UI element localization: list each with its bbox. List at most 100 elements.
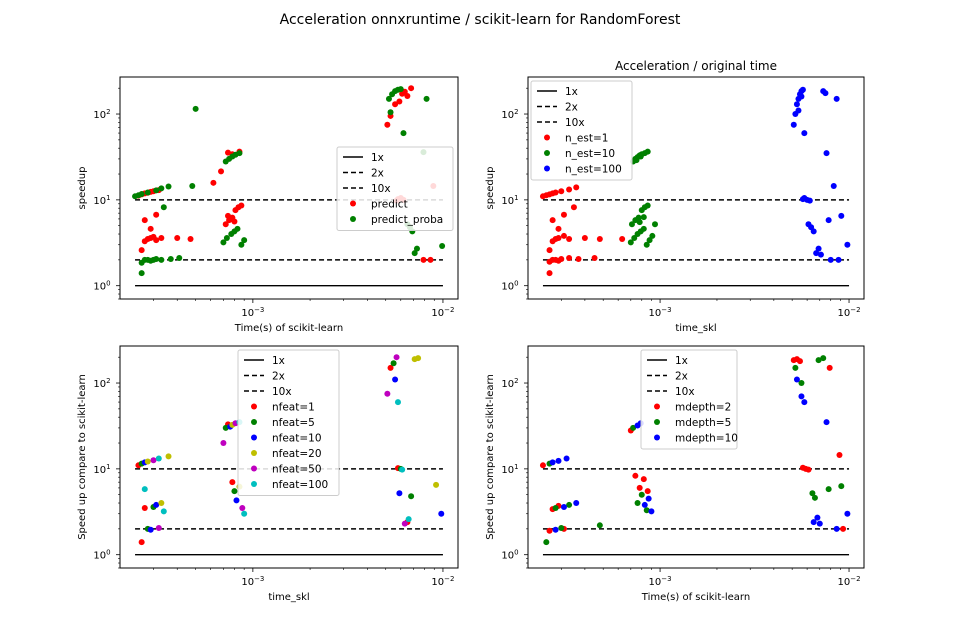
x-tick-label: 10−2	[431, 575, 454, 588]
data-point	[805, 466, 812, 473]
data-point	[619, 236, 626, 243]
data-point	[835, 256, 842, 263]
data-point	[809, 490, 816, 497]
data-point	[405, 516, 412, 523]
x-tick-label: 10−2	[838, 575, 861, 588]
data-point	[643, 507, 650, 514]
legend-label: 10x	[675, 386, 695, 398]
data-point	[423, 95, 430, 102]
data-point	[387, 364, 394, 371]
data-point	[390, 360, 397, 367]
data-point	[155, 524, 162, 531]
data-point	[560, 232, 567, 239]
data-point	[815, 357, 822, 364]
data-point	[222, 221, 229, 228]
data-point	[558, 188, 565, 195]
data-point	[158, 234, 165, 241]
legend-label: nfeat=20	[272, 448, 322, 460]
legend-label: nfeat=1	[272, 402, 315, 414]
data-point	[408, 85, 415, 92]
data-point	[596, 236, 603, 243]
data-point	[138, 191, 145, 198]
data-point	[838, 483, 845, 490]
legend-dot-marker	[544, 150, 550, 156]
legend-dot-marker	[251, 465, 257, 472]
data-point	[187, 236, 194, 243]
data-point	[404, 93, 411, 100]
legend-label: predict_proba	[371, 214, 443, 226]
data-point	[558, 524, 565, 531]
data-point	[401, 520, 408, 527]
data-point	[543, 539, 550, 546]
legend-frame	[336, 146, 454, 231]
data-point	[649, 232, 656, 239]
data-point	[628, 221, 635, 228]
x-axis-label: Time(s) of scikit-learn	[641, 592, 750, 603]
data-point	[236, 150, 243, 157]
legend-label: 2x	[371, 168, 384, 180]
data-point	[144, 458, 151, 465]
series-n_est=1	[539, 184, 626, 277]
data-point	[833, 525, 840, 532]
data-point	[433, 481, 440, 488]
data-point	[651, 221, 658, 228]
data-point	[840, 525, 847, 532]
data-point	[174, 234, 181, 241]
data-point	[438, 510, 445, 517]
legend-label: 10x	[272, 386, 292, 398]
x-axis-label: time_skl	[675, 323, 716, 334]
data-point	[637, 153, 644, 160]
data-point	[638, 491, 645, 498]
data-point	[566, 501, 573, 508]
y-axis-label: Speed up compare to scikit-learn	[485, 374, 496, 540]
y-tick-label: 101	[501, 194, 518, 207]
data-point	[823, 419, 830, 426]
legend-label: mdepth=2	[675, 402, 731, 414]
data-point	[591, 255, 598, 262]
data-point	[138, 247, 145, 254]
data-point	[816, 520, 823, 527]
legend-label: n_est=100	[565, 164, 622, 176]
legend: 1x 2x 10x n_est=1 n_est=10 n_est=100	[530, 80, 633, 181]
subplot-3: 10−3 10−2 100 101 102 time_skl Speed up compar…	[77, 345, 459, 603]
data-point	[233, 497, 240, 504]
legend-dot-marker	[654, 434, 660, 441]
data-point	[393, 354, 400, 361]
y-tick-label: 101	[93, 463, 110, 476]
data-point	[560, 211, 567, 218]
data-point	[596, 522, 603, 529]
data-point	[645, 495, 652, 502]
y-tick-label: 100	[93, 549, 110, 562]
data-point	[539, 462, 546, 469]
data-point	[153, 501, 160, 508]
data-point	[408, 493, 415, 500]
data-point	[546, 247, 553, 254]
legend-label: n_est=10	[565, 148, 615, 160]
data-point	[165, 183, 172, 190]
y-tick-label: 101	[93, 194, 110, 207]
data-point	[158, 256, 165, 263]
data-point	[636, 219, 643, 226]
data-point	[225, 212, 232, 219]
y-tick-label: 100	[501, 280, 518, 293]
data-point	[560, 503, 567, 510]
legend-label: nfeat=50	[272, 464, 322, 476]
data-point	[552, 505, 559, 512]
data-point	[387, 109, 394, 116]
data-point	[640, 214, 647, 221]
data-point	[558, 255, 565, 262]
x-tick-label: 10−3	[241, 306, 264, 319]
data-point	[239, 505, 246, 512]
data-point	[399, 466, 406, 473]
data-point	[641, 501, 648, 508]
data-point	[396, 98, 403, 105]
data-point	[634, 500, 641, 507]
data-point	[814, 514, 821, 521]
data-point	[158, 500, 165, 507]
data-point	[397, 86, 404, 93]
data-point	[798, 380, 805, 387]
legend-dot-marker	[251, 450, 257, 456]
data-point	[810, 228, 817, 235]
series-mdepth=5	[543, 355, 845, 546]
legend-label: 1x	[675, 355, 688, 367]
